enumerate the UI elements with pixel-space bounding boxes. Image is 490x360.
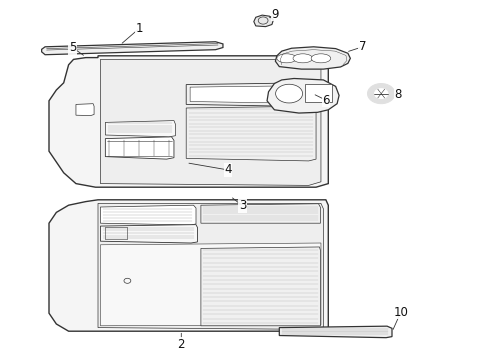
Polygon shape — [201, 247, 320, 326]
Text: 8: 8 — [394, 88, 402, 101]
Text: 4: 4 — [224, 163, 232, 176]
Polygon shape — [190, 86, 311, 103]
Text: 5: 5 — [69, 41, 76, 54]
Text: 10: 10 — [393, 306, 408, 319]
Polygon shape — [186, 106, 316, 161]
Bar — [305, 84, 332, 102]
Circle shape — [374, 89, 388, 99]
Polygon shape — [100, 225, 197, 243]
Text: 1: 1 — [136, 22, 144, 35]
Polygon shape — [98, 203, 323, 329]
Ellipse shape — [275, 84, 303, 103]
Ellipse shape — [311, 54, 331, 63]
Polygon shape — [100, 59, 321, 185]
Polygon shape — [100, 243, 321, 326]
Text: 6: 6 — [322, 94, 330, 107]
Polygon shape — [201, 204, 320, 223]
Polygon shape — [279, 326, 392, 338]
Polygon shape — [76, 104, 94, 116]
Text: 3: 3 — [239, 199, 246, 212]
Polygon shape — [49, 200, 328, 331]
Polygon shape — [49, 56, 328, 187]
Polygon shape — [186, 83, 316, 107]
Text: 9: 9 — [271, 8, 279, 21]
Polygon shape — [105, 121, 175, 137]
Polygon shape — [267, 78, 339, 113]
Polygon shape — [254, 15, 273, 27]
Ellipse shape — [277, 54, 296, 63]
Polygon shape — [105, 137, 174, 159]
Polygon shape — [42, 42, 223, 55]
Text: 2: 2 — [177, 338, 185, 351]
Polygon shape — [100, 205, 196, 225]
Text: 7: 7 — [359, 40, 367, 53]
Circle shape — [368, 84, 395, 104]
Ellipse shape — [293, 54, 313, 63]
Polygon shape — [275, 47, 350, 69]
